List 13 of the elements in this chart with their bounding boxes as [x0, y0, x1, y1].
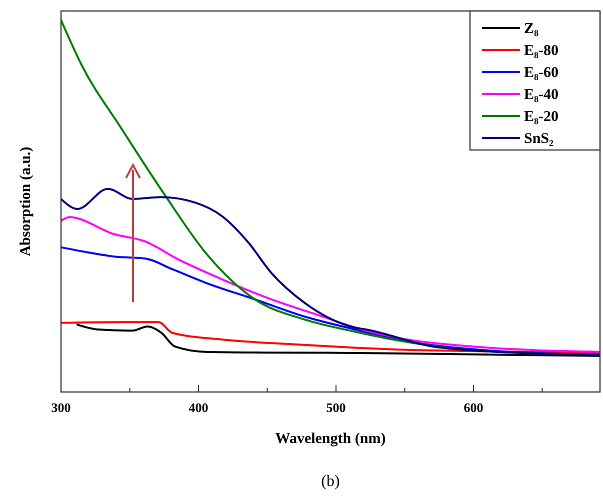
text: (b) — [321, 473, 340, 490]
legend-label: E₈-40 — [524, 87, 558, 103]
legend-label: SnS₂ — [524, 131, 554, 147]
x-tick-label: 300 — [51, 400, 71, 415]
x-tick-label: 500 — [326, 400, 346, 415]
x-axis-title: Wavelength (nm) — [275, 431, 386, 447]
legend-label: Z₈ — [524, 21, 540, 37]
legend-label: E₈-80 — [524, 43, 558, 59]
legend-label: E₈-20 — [524, 109, 558, 125]
y-axis-title: Absorption (a.u.) — [18, 146, 34, 256]
x-tick-label: 400 — [188, 400, 208, 415]
x-tick-label: 600 — [464, 400, 484, 415]
legend-label: E₈-60 — [524, 65, 558, 81]
